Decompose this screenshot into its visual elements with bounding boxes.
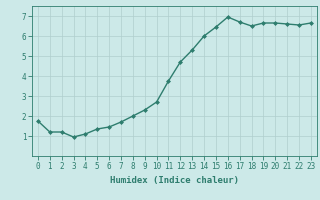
X-axis label: Humidex (Indice chaleur): Humidex (Indice chaleur) [110, 176, 239, 185]
